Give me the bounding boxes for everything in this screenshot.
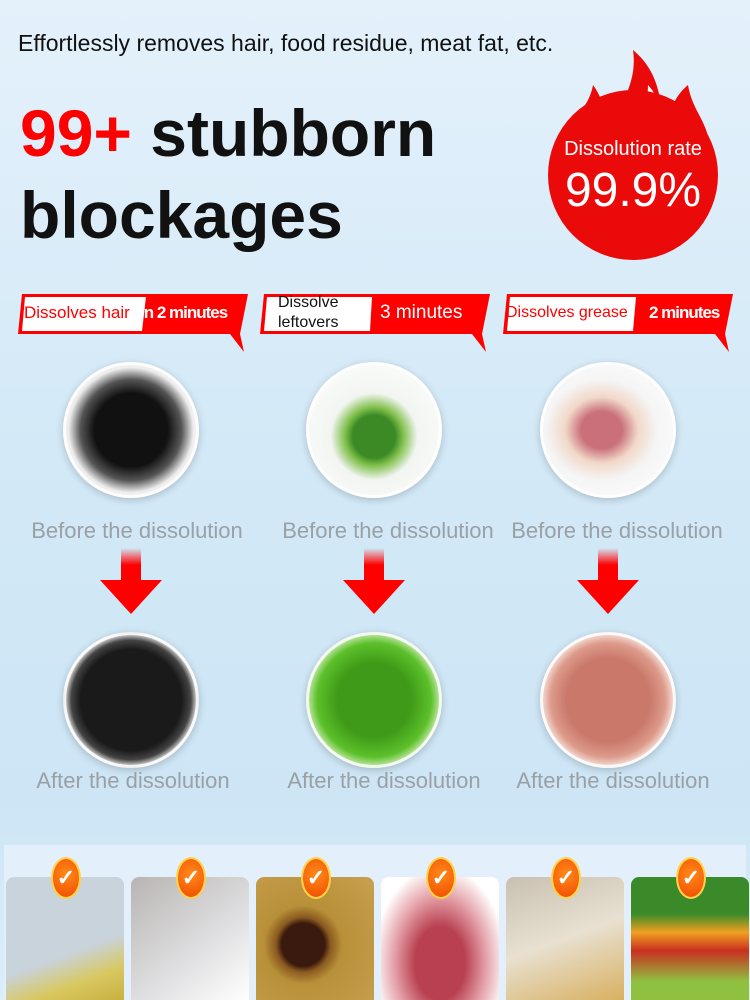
headline-rest: stubborn xyxy=(131,96,437,170)
check-icon: ✓ xyxy=(551,857,581,899)
banner-grease-left: Dissolves grease xyxy=(506,304,628,321)
headline-highlight: 99+ xyxy=(20,96,132,170)
banner-leftovers-left: Dissolve leftovers xyxy=(278,294,339,331)
hair-after-image xyxy=(63,632,199,768)
headline: 99+ stubborn blockages xyxy=(20,92,436,256)
caption-after: After the dissolution xyxy=(36,768,230,793)
banner-grease: Dissolves grease 2 minutes xyxy=(503,288,733,352)
badge-label: Dissolution rate xyxy=(564,138,702,160)
banner-grease-right: 2 minutes xyxy=(649,303,720,322)
dissolution-rate-badge: Dissolution rate 99.9% xyxy=(548,45,728,275)
grease-after-image xyxy=(540,632,676,768)
grease-before-image xyxy=(540,362,676,498)
check-icon: ✓ xyxy=(426,857,456,899)
hair-before-image xyxy=(63,362,199,498)
banner-hair-right: in 2 minutes xyxy=(140,303,228,322)
check-icon: ✓ xyxy=(676,857,706,899)
caption-before: Before the dissolution xyxy=(511,518,723,543)
badge-value: 99.9% xyxy=(564,164,702,217)
leftovers-before-image xyxy=(306,362,442,498)
banner-leftovers-right: 3 minutes xyxy=(380,302,463,323)
down-arrow-icon xyxy=(100,548,162,614)
down-arrow-icon xyxy=(577,548,639,614)
caption-after: After the dissolution xyxy=(287,768,481,793)
check-icon: ✓ xyxy=(176,857,206,899)
banner-leftovers: Dissolve leftovers 3 minutes xyxy=(260,288,490,352)
banner-hair-left: Dissolves hair xyxy=(24,303,130,322)
caption-before: Before the dissolution xyxy=(282,518,494,543)
caption-after: After the dissolution xyxy=(516,768,710,793)
down-arrow-icon xyxy=(343,548,405,614)
leftovers-after-image xyxy=(306,632,442,768)
banner-hair: Dissolves hair in 2 minutes xyxy=(18,288,248,352)
caption-before: Before the dissolution xyxy=(31,518,243,543)
tagline: Effortlessly removes hair, food residue,… xyxy=(18,30,554,56)
check-icon: ✓ xyxy=(301,857,331,899)
check-icon: ✓ xyxy=(51,857,81,899)
headline-line2: blockages xyxy=(20,178,343,252)
